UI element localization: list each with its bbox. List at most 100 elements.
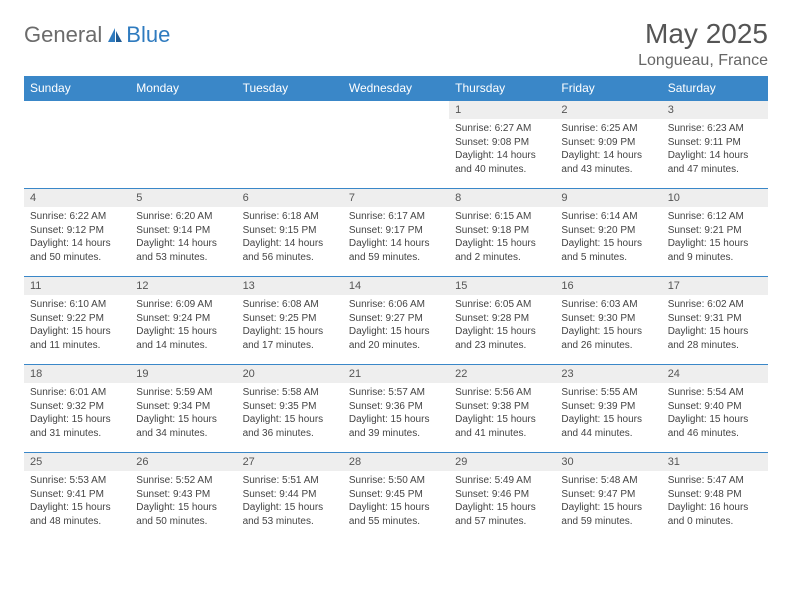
calendar-table: SundayMondayTuesdayWednesdayThursdayFrid… (24, 76, 768, 541)
calendar-day-cell: 18Sunrise: 6:01 AMSunset: 9:32 PMDayligh… (24, 365, 130, 453)
sail-icon (106, 26, 124, 44)
day-number: 27 (237, 453, 343, 471)
calendar-day-cell: 28Sunrise: 5:50 AMSunset: 9:45 PMDayligh… (343, 453, 449, 541)
calendar-day-cell: 30Sunrise: 5:48 AMSunset: 9:47 PMDayligh… (555, 453, 661, 541)
page-title: May 2025 (638, 18, 768, 50)
day-number: 12 (130, 277, 236, 295)
day-number: 4 (24, 189, 130, 207)
day-details: Sunrise: 5:49 AMSunset: 9:46 PMDaylight:… (449, 471, 555, 532)
day-number: 10 (662, 189, 768, 207)
location-label: Longueau, France (638, 52, 768, 70)
day-details: Sunrise: 6:09 AMSunset: 9:24 PMDaylight:… (130, 295, 236, 356)
day-details: Sunrise: 6:17 AMSunset: 9:17 PMDaylight:… (343, 207, 449, 268)
day-number: 24 (662, 365, 768, 383)
day-details: Sunrise: 6:01 AMSunset: 9:32 PMDaylight:… (24, 383, 130, 444)
weekday-header-row: SundayMondayTuesdayWednesdayThursdayFrid… (24, 76, 768, 101)
brand-part2: Blue (126, 22, 170, 48)
day-details: Sunrise: 5:59 AMSunset: 9:34 PMDaylight:… (130, 383, 236, 444)
calendar-day-cell: 1Sunrise: 6:27 AMSunset: 9:08 PMDaylight… (449, 101, 555, 189)
calendar-day-cell: 23Sunrise: 5:55 AMSunset: 9:39 PMDayligh… (555, 365, 661, 453)
weekday-header: Tuesday (237, 76, 343, 101)
calendar-day-cell: 26Sunrise: 5:52 AMSunset: 9:43 PMDayligh… (130, 453, 236, 541)
day-number: 31 (662, 453, 768, 471)
day-details: Sunrise: 5:52 AMSunset: 9:43 PMDaylight:… (130, 471, 236, 532)
day-number: 30 (555, 453, 661, 471)
day-number: 14 (343, 277, 449, 295)
day-details: Sunrise: 6:20 AMSunset: 9:14 PMDaylight:… (130, 207, 236, 268)
day-number: 5 (130, 189, 236, 207)
calendar-day-cell: 21Sunrise: 5:57 AMSunset: 9:36 PMDayligh… (343, 365, 449, 453)
day-details: Sunrise: 6:10 AMSunset: 9:22 PMDaylight:… (24, 295, 130, 356)
day-details: Sunrise: 5:58 AMSunset: 9:35 PMDaylight:… (237, 383, 343, 444)
day-details: Sunrise: 6:06 AMSunset: 9:27 PMDaylight:… (343, 295, 449, 356)
header: General Blue May 2025 Longueau, France (24, 18, 768, 70)
calendar-day-cell: 20Sunrise: 5:58 AMSunset: 9:35 PMDayligh… (237, 365, 343, 453)
calendar-day-cell: 24Sunrise: 5:54 AMSunset: 9:40 PMDayligh… (662, 365, 768, 453)
weekday-header: Thursday (449, 76, 555, 101)
calendar-day-cell: 2Sunrise: 6:25 AMSunset: 9:09 PMDaylight… (555, 101, 661, 189)
day-number: 29 (449, 453, 555, 471)
calendar-day-cell: 15Sunrise: 6:05 AMSunset: 9:28 PMDayligh… (449, 277, 555, 365)
calendar-day-cell (237, 101, 343, 189)
day-details: Sunrise: 6:27 AMSunset: 9:08 PMDaylight:… (449, 119, 555, 180)
calendar-day-cell: 10Sunrise: 6:12 AMSunset: 9:21 PMDayligh… (662, 189, 768, 277)
day-details: Sunrise: 6:25 AMSunset: 9:09 PMDaylight:… (555, 119, 661, 180)
calendar-day-cell: 5Sunrise: 6:20 AMSunset: 9:14 PMDaylight… (130, 189, 236, 277)
day-number: 23 (555, 365, 661, 383)
day-details: Sunrise: 6:12 AMSunset: 9:21 PMDaylight:… (662, 207, 768, 268)
day-details: Sunrise: 5:48 AMSunset: 9:47 PMDaylight:… (555, 471, 661, 532)
weekday-header: Monday (130, 76, 236, 101)
calendar-week-row: 18Sunrise: 6:01 AMSunset: 9:32 PMDayligh… (24, 365, 768, 453)
calendar-day-cell: 11Sunrise: 6:10 AMSunset: 9:22 PMDayligh… (24, 277, 130, 365)
day-number: 26 (130, 453, 236, 471)
day-number: 25 (24, 453, 130, 471)
day-details: Sunrise: 5:56 AMSunset: 9:38 PMDaylight:… (449, 383, 555, 444)
calendar-day-cell: 8Sunrise: 6:15 AMSunset: 9:18 PMDaylight… (449, 189, 555, 277)
calendar-day-cell: 3Sunrise: 6:23 AMSunset: 9:11 PMDaylight… (662, 101, 768, 189)
calendar-week-row: 11Sunrise: 6:10 AMSunset: 9:22 PMDayligh… (24, 277, 768, 365)
calendar-day-cell: 9Sunrise: 6:14 AMSunset: 9:20 PMDaylight… (555, 189, 661, 277)
calendar-day-cell: 4Sunrise: 6:22 AMSunset: 9:12 PMDaylight… (24, 189, 130, 277)
weekday-header: Saturday (662, 76, 768, 101)
day-number: 3 (662, 101, 768, 119)
calendar-week-row: 4Sunrise: 6:22 AMSunset: 9:12 PMDaylight… (24, 189, 768, 277)
day-details: Sunrise: 5:54 AMSunset: 9:40 PMDaylight:… (662, 383, 768, 444)
calendar-week-row: 1Sunrise: 6:27 AMSunset: 9:08 PMDaylight… (24, 101, 768, 189)
day-details: Sunrise: 6:14 AMSunset: 9:20 PMDaylight:… (555, 207, 661, 268)
calendar-day-cell: 17Sunrise: 6:02 AMSunset: 9:31 PMDayligh… (662, 277, 768, 365)
day-number: 9 (555, 189, 661, 207)
calendar-body: 1Sunrise: 6:27 AMSunset: 9:08 PMDaylight… (24, 101, 768, 541)
calendar-day-cell: 31Sunrise: 5:47 AMSunset: 9:48 PMDayligh… (662, 453, 768, 541)
weekday-header: Wednesday (343, 76, 449, 101)
calendar-day-cell: 25Sunrise: 5:53 AMSunset: 9:41 PMDayligh… (24, 453, 130, 541)
day-number: 11 (24, 277, 130, 295)
day-details: Sunrise: 6:02 AMSunset: 9:31 PMDaylight:… (662, 295, 768, 356)
day-details: Sunrise: 5:50 AMSunset: 9:45 PMDaylight:… (343, 471, 449, 532)
title-block: May 2025 Longueau, France (638, 18, 768, 70)
day-details: Sunrise: 6:03 AMSunset: 9:30 PMDaylight:… (555, 295, 661, 356)
day-number: 20 (237, 365, 343, 383)
day-number: 1 (449, 101, 555, 119)
day-details: Sunrise: 6:18 AMSunset: 9:15 PMDaylight:… (237, 207, 343, 268)
day-details: Sunrise: 5:53 AMSunset: 9:41 PMDaylight:… (24, 471, 130, 532)
day-details: Sunrise: 5:57 AMSunset: 9:36 PMDaylight:… (343, 383, 449, 444)
day-number: 19 (130, 365, 236, 383)
calendar-day-cell (130, 101, 236, 189)
day-number: 22 (449, 365, 555, 383)
day-details: Sunrise: 5:51 AMSunset: 9:44 PMDaylight:… (237, 471, 343, 532)
day-number: 13 (237, 277, 343, 295)
day-number: 2 (555, 101, 661, 119)
calendar-day-cell: 27Sunrise: 5:51 AMSunset: 9:44 PMDayligh… (237, 453, 343, 541)
day-number: 18 (24, 365, 130, 383)
day-number: 7 (343, 189, 449, 207)
day-number: 28 (343, 453, 449, 471)
calendar-day-cell: 19Sunrise: 5:59 AMSunset: 9:34 PMDayligh… (130, 365, 236, 453)
calendar-day-cell: 13Sunrise: 6:08 AMSunset: 9:25 PMDayligh… (237, 277, 343, 365)
calendar-day-cell: 14Sunrise: 6:06 AMSunset: 9:27 PMDayligh… (343, 277, 449, 365)
calendar-day-cell: 29Sunrise: 5:49 AMSunset: 9:46 PMDayligh… (449, 453, 555, 541)
calendar-day-cell: 6Sunrise: 6:18 AMSunset: 9:15 PMDaylight… (237, 189, 343, 277)
calendar-day-cell: 22Sunrise: 5:56 AMSunset: 9:38 PMDayligh… (449, 365, 555, 453)
day-details: Sunrise: 6:15 AMSunset: 9:18 PMDaylight:… (449, 207, 555, 268)
calendar-day-cell (343, 101, 449, 189)
brand-part1: General (24, 22, 102, 48)
